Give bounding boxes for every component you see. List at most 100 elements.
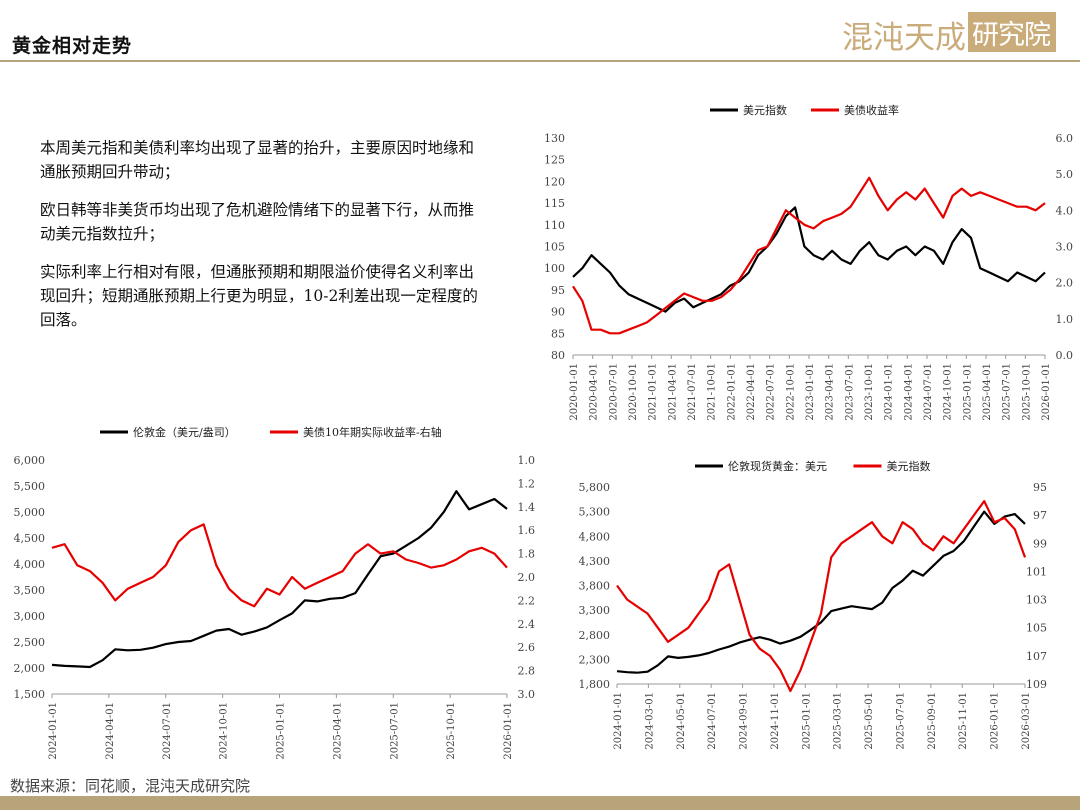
chart1-x-tick: 2022-04-01 (746, 363, 757, 421)
chart1-x-tick: 2022-01-01 (726, 363, 737, 421)
chart3-left-tick: 1,800 (579, 678, 611, 691)
data-source-note: 数据来源：同花顺，混沌天成研究院 (10, 777, 251, 795)
logo-box: 研究院 (968, 12, 1056, 52)
chart2-right-tick: 1.6 (518, 524, 536, 537)
summary-paragraph-1: 本周美元指和美债利率均出现了显著的抬升，主要原因时地缘和通胀预期回升带动； (40, 139, 475, 181)
chart-gold-vs-real-yield: 1,500 2,000 2,500 3,000 3,500 4,000 4,500 5,000… (0, 420, 545, 765)
chart3-right-tick: 97 (1033, 509, 1047, 522)
brand-logo: 混沌天成 研究院 (842, 8, 1056, 56)
chart1-x-tick: 2020-01-01 (569, 363, 580, 421)
chart3-right-tick: 105 (1026, 622, 1047, 635)
chart2-right-tick: 3.0 (518, 688, 536, 701)
chart1-series-line-0 (572, 206, 1046, 313)
chart2-right-tick: 2.2 (518, 594, 536, 607)
chart3-left-tick: 3,300 (579, 604, 611, 617)
chart2-left-tick: 6,000 (14, 454, 46, 467)
chart2-series-line-1 (51, 523, 508, 608)
logo-text-secondary: 研究院 (972, 20, 1051, 51)
chart1-x-tick: 2023-07-01 (844, 363, 855, 421)
chart1-x-tick: 2024-01-01 (884, 363, 895, 421)
chart3-left-tick: 4,800 (579, 530, 611, 543)
chart2-right-tick: 1.2 (518, 477, 536, 490)
chart1-legend-label-1: 美债收益率 (844, 103, 899, 117)
chart2-x-tick: 2025-07-01 (389, 702, 400, 760)
chart2-legend-label-1: 美债10年期实际收益率-右轴 (303, 425, 442, 439)
chart2-series-line-0 (51, 490, 508, 669)
chart1-x-tick: 2022-10-01 (785, 363, 796, 421)
chart1-x-tick: 2023-04-01 (825, 363, 836, 421)
summary-paragraph-3: 实际利率上行相对有限，但通胀预期和期限溢价使得名义利率出现回升；短期通胀预期上行… (40, 263, 478, 329)
chart2-right-tick: 2.8 (518, 665, 536, 678)
footer-bar (0, 796, 1080, 810)
chart1-left-tick: 95 (551, 284, 565, 297)
chart2-right-tick: 1.4 (518, 501, 536, 514)
chart3-x-tick: 2024-03-01 (644, 692, 655, 750)
chart3-x-tick: 2026-01-01 (990, 692, 1001, 750)
chart1-left-tick: 100 (544, 262, 565, 275)
chart1-right-tick: 1.0 (1056, 313, 1074, 326)
chart1-left-tick: 120 (544, 175, 565, 188)
chart2-left-tick: 4,000 (14, 558, 46, 571)
header-divider (0, 60, 1080, 62)
summary-text: 本周美元指和美债利率均出现了显著的抬升，主要原因时地缘和通胀预期回升带动； 欧日… (40, 136, 485, 346)
chart2-legend-label-0: 伦敦金（美元/盎司） (133, 425, 236, 439)
chart2-x-tick: 2025-01-01 (276, 702, 287, 760)
page-title: 黄金相对走势 (12, 35, 133, 57)
chart1-x-tick: 2024-10-01 (943, 363, 954, 421)
chart2-x-tick: 2024-07-01 (162, 702, 173, 760)
chart2-x-tick: 2024-10-01 (219, 702, 230, 760)
chart1-x-tick: 2025-04-01 (982, 363, 993, 421)
chart3-x-tick: 2025-05-01 (864, 692, 875, 750)
summary-paragraph-2: 欧日韩等非美货币均出现了危机避险情绪下的显著下行，从而推动美元指数拉升； (40, 201, 475, 243)
chart1-x-tick: 2025-07-01 (1002, 363, 1013, 421)
chart1-x-tick: 2020-04-01 (589, 363, 600, 421)
chart1-x-tick: 2026-01-01 (1041, 363, 1052, 421)
chart3-left-tick: 5,300 (579, 506, 611, 519)
chart3-series-line-1 (616, 500, 1027, 693)
chart3-x-tick: 2025-01-01 (801, 692, 812, 750)
chart2-x-tick: 2024-04-01 (105, 702, 116, 760)
chart2-left-tick: 1,500 (14, 688, 46, 701)
chart3-x-tick: 2025-11-01 (958, 692, 969, 750)
chart3-left-tick: 2,300 (579, 653, 611, 666)
chart1-x-tick: 2021-04-01 (667, 363, 678, 421)
chart3-right-tick: 95 (1033, 481, 1047, 494)
chart3-legend-label-1: 美元指数 (887, 459, 931, 473)
chart1-x-tick: 2020-07-01 (608, 363, 619, 421)
chart3-left-tick: 4,300 (579, 555, 611, 568)
chart2-left-tick: 5,000 (14, 506, 46, 519)
chart1-left-tick: 110 (544, 219, 565, 232)
chart1-x-tick: 2025-01-01 (962, 363, 973, 421)
chart3-series-line-0 (616, 510, 1026, 674)
chart1-x-tick: 2024-04-01 (903, 363, 914, 421)
chart3-x-tick: 2024-01-01 (613, 692, 624, 750)
chart3-x-tick: 2024-09-01 (739, 692, 750, 750)
chart3-x-tick: 2025-07-01 (895, 692, 906, 750)
chart2-x-tick: 2025-04-01 (332, 702, 343, 760)
chart1-left-tick: 125 (544, 154, 565, 167)
chart1-right-tick: 6.0 (1056, 132, 1074, 145)
chart3-legend-label-0: 伦敦现货黄金：美元 (728, 459, 827, 473)
chart3-right-tick: 103 (1026, 594, 1047, 607)
chart2-x-tick: 2025-10-01 (446, 702, 457, 760)
chart-spot-gold-vs-dxy: 1,800 2,300 2,800 3,300 3,800 4,300 4,800 5,300… (565, 455, 1080, 755)
chart1-left-tick: 130 (544, 132, 565, 145)
chart1-x-tick: 2021-07-01 (687, 363, 698, 421)
chart1-x-tick: 2020-10-01 (628, 363, 639, 421)
chart2-left-tick: 5,500 (14, 480, 46, 493)
chart2-right-tick: 1.0 (518, 454, 536, 467)
chart2-right-tick: 2.6 (518, 641, 536, 654)
chart1-left-tick: 80 (551, 349, 565, 362)
chart1-x-tick: 2023-10-01 (864, 363, 875, 421)
chart2-svg: 1,500 2,000 2,500 3,000 3,500 4,000 4,500 5,000… (14, 425, 536, 760)
chart1-x-tick: 2025-10-01 (1021, 363, 1032, 421)
chart2-x-tick: 2024-01-01 (48, 702, 59, 760)
chart3-x-tick: 2024-07-01 (707, 692, 718, 750)
chart2-left-tick: 2,000 (14, 662, 46, 675)
chart3-right-tick: 101 (1026, 565, 1047, 578)
chart1-left-tick: 90 (551, 306, 565, 319)
chart3-right-tick: 107 (1026, 650, 1047, 663)
chart1-x-tick: 2024-07-01 (923, 363, 934, 421)
chart3-svg: 1,800 2,300 2,800 3,300 3,800 4,300 4,800 5,300… (579, 459, 1048, 750)
chart2-left-tick: 3,500 (14, 584, 46, 597)
